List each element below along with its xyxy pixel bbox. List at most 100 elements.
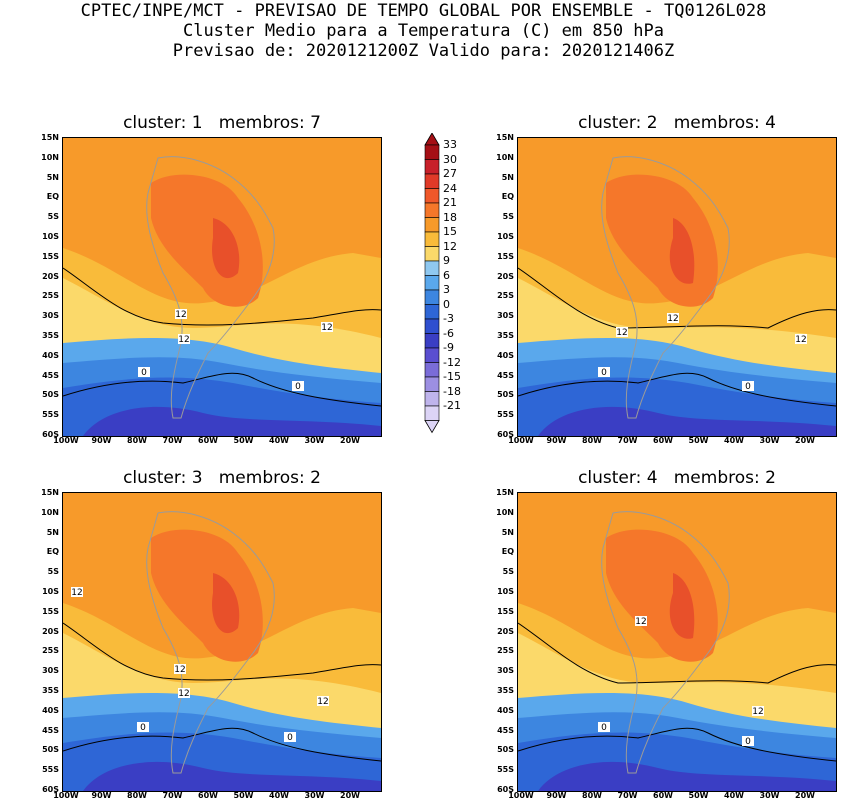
colorbar-swatch: [424, 246, 440, 262]
contour-12: [518, 622, 836, 684]
lat-tick-label: 35S: [42, 686, 59, 695]
contour-label: 12: [321, 322, 333, 333]
colorbar-strip: [424, 133, 440, 434]
lon-tick-label: 60W: [198, 436, 218, 445]
lon-tick-label: 40W: [269, 791, 289, 800]
colorbar-swatch: [424, 159, 440, 175]
contour-12: [63, 622, 381, 681]
svg-text:12: 12: [752, 707, 763, 717]
map-panel-cluster-4: 12 12 0 0: [517, 492, 837, 792]
colorbar-swatch: [424, 144, 440, 160]
lat-tick-label: 5N: [46, 172, 59, 182]
colorbar-bottom-arrow: [424, 420, 440, 434]
colorbar-label: 3: [443, 283, 450, 296]
lon-tick-label: 20W: [795, 791, 815, 800]
lon-tick-label: 60W: [653, 436, 673, 445]
lon-tick-label: 80W: [582, 436, 602, 445]
colorbar-swatch: [424, 362, 440, 378]
svg-text:12: 12: [317, 697, 328, 707]
svg-text:0: 0: [295, 382, 301, 392]
lon-tick-label: 90W: [546, 791, 567, 800]
svg-text:12: 12: [667, 314, 678, 324]
svg-text:12: 12: [174, 665, 185, 675]
subtitle-dates: Previsao de: 2020121200Z Valido para: 20…: [172, 41, 675, 61]
lat-tick-label: 20S: [42, 626, 59, 636]
colorbar-swatch: [424, 260, 440, 276]
lat-tick-label: 35S: [497, 331, 514, 340]
colorbar-swatch: [424, 217, 440, 233]
continent-outline: [601, 156, 730, 419]
lat-tick-label: 30S: [42, 666, 59, 676]
continent-outline: [146, 156, 275, 419]
lon-tick-label: 50W: [233, 791, 254, 800]
lat-tick-label: 5N: [501, 172, 514, 182]
colorbar-swatch: [424, 188, 440, 204]
lon-tick-label: 100W: [508, 436, 534, 445]
lon-tick-label: 50W: [233, 436, 254, 445]
lon-tick-label: 100W: [53, 791, 79, 800]
lat-tick-label: 40S: [497, 705, 514, 715]
colorbar-swatch: [424, 376, 440, 392]
svg-text:12: 12: [321, 323, 332, 333]
colorbar-swatch: [424, 275, 440, 291]
svg-text:12: 12: [71, 588, 82, 598]
lat-tick-label: 40S: [42, 350, 59, 360]
subtitle-variable: Cluster Medio para a Temperatura (C) em …: [182, 21, 665, 41]
lat-tick-label: 10N: [496, 152, 514, 162]
lat-tick-label: 50S: [497, 390, 514, 400]
lon-tick-label: 30W: [304, 791, 325, 800]
lat-tick-label: 5S: [502, 567, 514, 577]
colorbar-label: 12: [443, 239, 457, 253]
lat-tick-label: EQ: [501, 192, 514, 202]
colorbar-swatch: [424, 391, 440, 407]
continent-outline: [146, 511, 275, 774]
lat-tick-label: 55S: [497, 765, 514, 775]
colorbar-label: 0: [443, 297, 450, 311]
svg-text:0: 0: [745, 382, 751, 392]
contour-label: 12: [71, 587, 83, 598]
temperature-band-24-27: [212, 573, 240, 634]
lon-tick-label: 90W: [91, 436, 112, 445]
lat-tick-label: 30S: [497, 311, 514, 321]
panel-title-cluster-4: cluster: 4 membros: 2: [578, 468, 776, 488]
svg-text:0: 0: [601, 723, 607, 733]
lat-tick-label: 45S: [497, 725, 514, 735]
lat-tick-label: 5N: [46, 527, 59, 537]
lat-tick-label: 60S: [42, 430, 59, 439]
lat-tick-label: 25S: [42, 291, 59, 301]
colorbar-swatch: [424, 347, 440, 363]
colorbar-swatch: [424, 405, 440, 421]
lon-tick-label: 100W: [53, 436, 79, 445]
lat-tick-label: 20S: [497, 626, 514, 636]
contour-label: 12: [174, 664, 186, 675]
colorbar-label: 18: [443, 210, 457, 224]
lat-tick-label: 50S: [42, 390, 59, 400]
main-title: CPTEC/INPE/MCT - PREVISAO DE TEMPO GLOBA…: [80, 1, 767, 21]
contour-label: 0: [138, 367, 150, 378]
svg-text:0: 0: [287, 733, 293, 743]
lat-tick-label: EQ: [46, 192, 59, 202]
lat-tick-label: 60S: [42, 785, 59, 794]
svg-text:0: 0: [141, 368, 147, 378]
lat-tick-label: 5N: [501, 527, 514, 537]
lat-tick-label: 15N: [41, 133, 59, 142]
lat-tick-label: 40S: [497, 350, 514, 360]
lat-tick-label: 10N: [41, 152, 59, 162]
contour-label: 12: [795, 334, 807, 345]
svg-text:12: 12: [175, 310, 186, 320]
lat-tick-label: 5S: [47, 212, 59, 222]
colorbar-label: 33: [443, 138, 457, 151]
lat-tick-label: 15N: [496, 133, 514, 142]
lat-tick-label: 60S: [497, 430, 514, 439]
colorbar-label: 27: [443, 167, 457, 180]
colorbar-label: 24: [443, 181, 457, 195]
map-panel-cluster-1: 12 12 12 0 0: [62, 137, 382, 437]
lon-tick-label: 40W: [724, 791, 744, 800]
svg-text:0: 0: [140, 723, 146, 733]
lat-tick-label: 25S: [497, 646, 514, 656]
colorbar-label: 9: [443, 254, 450, 267]
lon-tick-label: 40W: [724, 436, 744, 445]
lat-tick-label: 15S: [42, 606, 59, 616]
contour-label: 0: [598, 722, 610, 733]
contour-label: 0: [292, 381, 304, 392]
